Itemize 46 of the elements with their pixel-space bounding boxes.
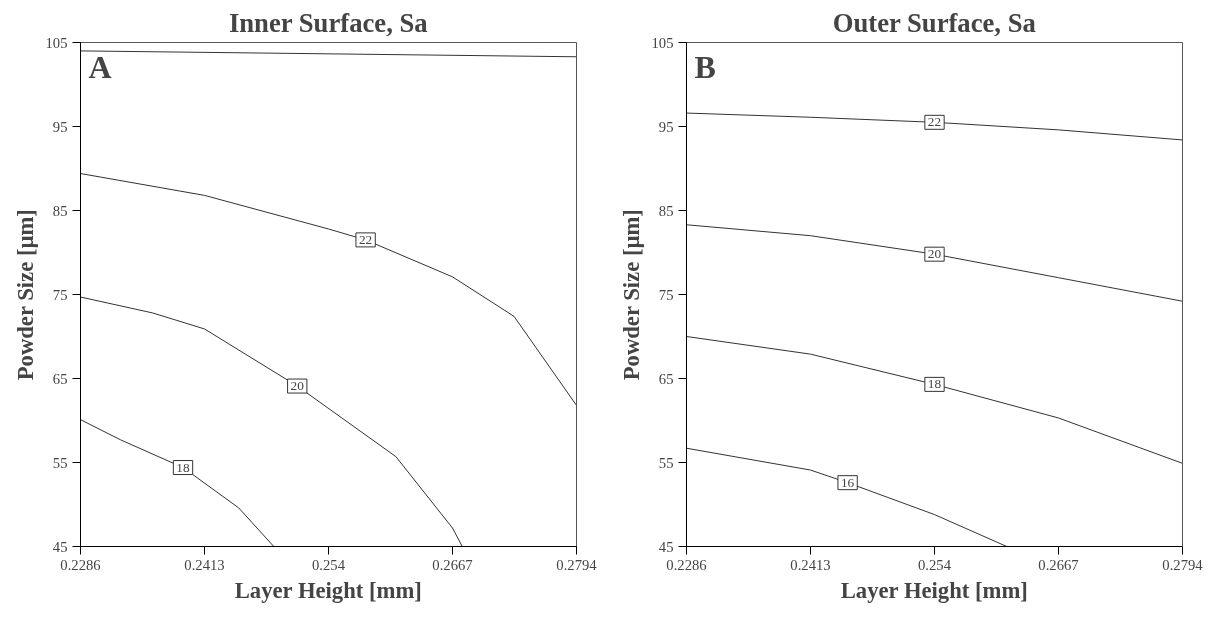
annotation: B [694, 48, 716, 85]
x-tick-label: 0.2413 [790, 556, 831, 573]
y-tick-label: 105 [45, 34, 68, 51]
y-tick-label: 75 [52, 286, 68, 303]
chart-title: Inner Surface, Sa [228, 7, 428, 38]
x-tick-label: 0.2667 [432, 556, 473, 573]
y-tick-label: 95 [52, 118, 68, 135]
x-tick-label: 0.2413 [184, 556, 225, 573]
x-tick-label: 0.2794 [1162, 556, 1204, 573]
y-tick-label: 95 [658, 118, 674, 135]
y-tick-label: 65 [658, 370, 674, 387]
annotation: A [88, 48, 112, 85]
x-axis-title: Layer Height [mm] [234, 577, 422, 603]
line-series [80, 296, 463, 547]
x-tick-label: 0.2286 [60, 556, 101, 573]
x-tick-label: 0.254 [918, 556, 952, 573]
chart-title: Outer Surface, Sa [832, 7, 1036, 38]
y-tick-label: 55 [658, 454, 674, 471]
line-series [686, 447, 1008, 547]
series-label: 22 [927, 114, 942, 130]
y-tick-label: 65 [52, 370, 68, 387]
x-tick-label: 0.254 [312, 556, 346, 573]
series-label: 16 [840, 474, 855, 490]
x-tick-label: 0.2667 [1038, 556, 1079, 573]
y-tick-label: 105 [651, 34, 674, 51]
y-tick-label: 85 [658, 202, 674, 219]
x-axis-title: Layer Height [mm] [840, 577, 1028, 603]
line-series [686, 224, 1183, 302]
series-label: 18 [176, 459, 191, 475]
line-series [80, 173, 577, 406]
y-tick-label: 45 [658, 538, 674, 555]
y-tick-label: 85 [52, 202, 68, 219]
x-tick-label: 0.2794 [556, 556, 598, 573]
line-series [80, 419, 275, 547]
series-label: 22 [358, 231, 373, 247]
y-tick-label: 75 [658, 286, 674, 303]
series-label: 18 [927, 376, 942, 392]
y-tick-label: 45 [52, 538, 68, 555]
series-label: 20 [290, 378, 305, 394]
y-tick-label: 55 [52, 454, 68, 471]
y-axis-title: Powder Size [µm] [618, 209, 644, 381]
series-label: 20 [927, 246, 942, 262]
line-series [686, 112, 1183, 141]
x-tick-label: 0.2286 [666, 556, 707, 573]
y-axis-title: Powder Size [µm] [12, 209, 38, 381]
line-series [686, 336, 1183, 464]
